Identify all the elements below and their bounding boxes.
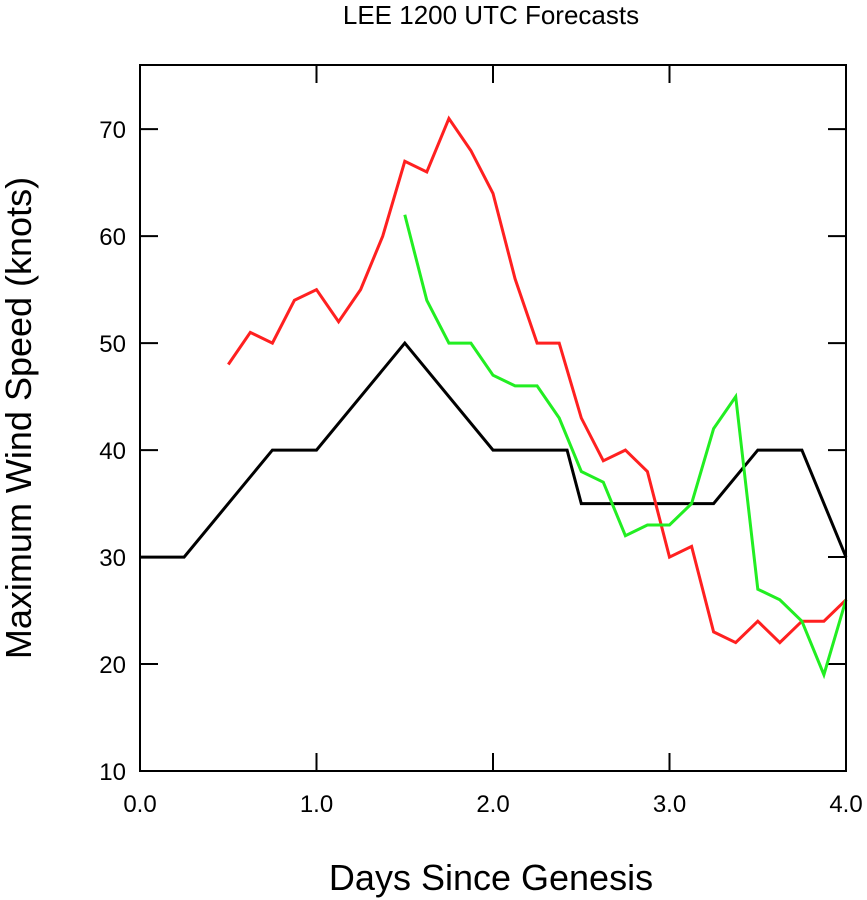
- y-tick-label: 40: [99, 438, 126, 465]
- x-tick-label: 3.0: [653, 791, 686, 818]
- black-series-line: [140, 340, 848, 559]
- y-tick-label: 10: [99, 759, 126, 786]
- y-tick-label: 50: [99, 331, 126, 358]
- y-tick-label: 60: [99, 224, 126, 251]
- y-tick-label: 70: [99, 117, 126, 144]
- red-series-line: [227, 115, 848, 645]
- y-tick-label: 20: [99, 652, 126, 679]
- y-axis-label: Maximum Wind Speed (knots): [0, 177, 39, 659]
- axis-ticks: [139, 65, 847, 772]
- axis-tick-labels: 0.0 1.0 2.0 3.0 4.0 10 20 30 40 50 60 70: [99, 117, 862, 818]
- x-tick-label: 1.0: [300, 791, 333, 818]
- x-tick-label: 4.0: [829, 791, 862, 818]
- x-tick-label: 0.0: [123, 791, 156, 818]
- green-series-line: [403, 214, 848, 680]
- series-group: [140, 115, 848, 680]
- plot-frame: [139, 64, 847, 772]
- x-tick-label: 2.0: [476, 791, 509, 818]
- chart-title: LEE 1200 UTC Forecasts: [343, 0, 639, 30]
- x-axis-label: Days Since Genesis: [329, 857, 653, 898]
- y-tick-label: 30: [99, 545, 126, 572]
